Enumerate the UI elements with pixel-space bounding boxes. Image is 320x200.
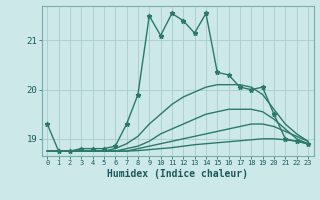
X-axis label: Humidex (Indice chaleur): Humidex (Indice chaleur) xyxy=(107,169,248,179)
